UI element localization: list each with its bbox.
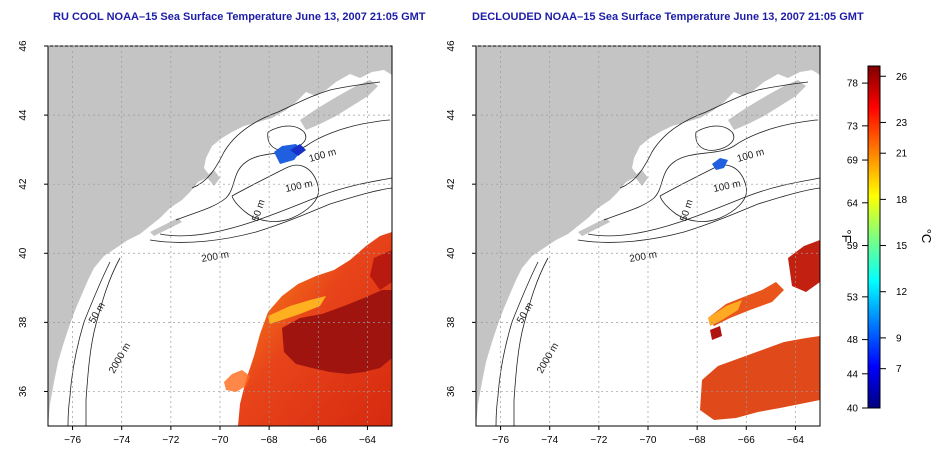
y-tick-label: 40: [18, 247, 29, 259]
x-tick-label: −76: [492, 435, 509, 446]
x-tick-label: −74: [541, 435, 558, 446]
land-mass: [476, 46, 820, 426]
colorbar-f-label: 48: [847, 335, 859, 346]
y-tick-label: 36: [446, 385, 457, 397]
x-tick-label: −70: [212, 435, 229, 446]
fahrenheit-unit-label: °F: [839, 229, 854, 242]
colorbar-gradient: [867, 65, 881, 409]
sst-hot-core: [282, 290, 392, 374]
nova-scotia-land: [300, 80, 378, 130]
colorbar-c-label: 12: [896, 287, 908, 298]
colorbar-c-label: 21: [896, 149, 908, 160]
fahrenheit-ticks: 78 73 69 64 59 53 48 44 40: [847, 79, 868, 415]
y-tick-label: 42: [446, 178, 457, 190]
nova-scotia-land: [728, 80, 806, 130]
sst-warm-speckle: [224, 370, 250, 392]
y-tick-label: 44: [18, 109, 29, 121]
y-tick-label: 40: [446, 247, 457, 259]
x-tick-label: −68: [689, 435, 706, 446]
x-tick-label: −64: [787, 435, 804, 446]
right-panel-title: DECLOUDED NOAA–15 Sea Surface Temperatur…: [472, 11, 864, 23]
colorbar-c-label: 18: [896, 195, 908, 206]
contour-label: 200 m: [629, 249, 658, 265]
left-axis-ticks: −76 −74 −72 −70 −68 −66 −64 36 38 40 42 44 46: [18, 40, 376, 446]
temperature-colorbar: 78 73 69 64 59 53 48 44 40 26 23 21 18 15 12 9 7 °F °C: [839, 65, 934, 415]
x-tick-label: −66: [738, 435, 755, 446]
y-tick-label: 44: [446, 109, 457, 121]
colorbar-c-label: 7: [896, 364, 902, 375]
x-tick-label: −72: [590, 435, 607, 446]
y-tick-label: 38: [18, 316, 29, 328]
right-gridlines: [476, 45, 820, 426]
contour-label: 200 m: [201, 249, 230, 265]
colorbar-f-label: 73: [847, 121, 859, 132]
colorbar-f-label: 44: [847, 369, 859, 380]
x-tick-label: −72: [162, 435, 179, 446]
sst-data-left: [224, 144, 392, 426]
sst-hot-patch: [370, 250, 392, 290]
x-tick-label: −64: [359, 435, 376, 446]
x-tick-label: −68: [261, 435, 278, 446]
celsius-unit-label: °C: [919, 229, 934, 244]
sst-hot-speck: [710, 326, 722, 340]
y-tick-label: 36: [18, 385, 29, 397]
y-tick-label: 38: [446, 316, 457, 328]
colorbar-f-label: 40: [847, 404, 859, 415]
celsius-ticks: 26 23 21 18 15 12 9 7: [880, 72, 908, 375]
bathymetry-contours: [67, 81, 393, 427]
colorbar-f-label: 78: [847, 79, 859, 90]
right-axis-ticks: −76 −74 −72 −70 −68 −66 −64 36 38 40 42 44 46: [446, 40, 804, 446]
colorbar-c-label: 26: [896, 72, 908, 83]
sst-dark-blue-patch: [290, 144, 306, 156]
land-mass: [48, 46, 392, 426]
sst-yellow-band: [268, 296, 326, 324]
cape-cod: [206, 170, 220, 186]
y-tick-label: 46: [446, 40, 457, 52]
colorbar-c-label: 23: [896, 118, 908, 129]
x-tick-label: −66: [310, 435, 327, 446]
colorbar-f-label: 64: [847, 198, 859, 209]
left-panel-title: RU COOL NOAA–15 Sea Surface Temperature …: [53, 11, 426, 23]
x-tick-label: −74: [113, 435, 130, 446]
sst-yellow-band: [708, 300, 742, 326]
y-tick-label: 46: [18, 40, 29, 52]
long-island: [578, 218, 610, 236]
colorbar-f-label: 53: [847, 292, 859, 303]
long-island: [150, 218, 182, 236]
x-tick-label: −76: [64, 435, 81, 446]
cape-cod: [634, 170, 648, 186]
colorbar-c-label: 15: [896, 241, 908, 252]
colorbar-f-label: 69: [847, 156, 859, 167]
colorbar-c-label: 9: [896, 333, 902, 344]
x-tick-label: −70: [640, 435, 657, 446]
colorbar-f-label: 59: [847, 241, 859, 252]
sst-cold-patch: [712, 158, 728, 170]
bathymetry-contours: [495, 81, 821, 427]
left-gridlines: [48, 45, 392, 426]
y-tick-label: 42: [18, 178, 29, 190]
sst-scattered-region: [700, 336, 820, 420]
